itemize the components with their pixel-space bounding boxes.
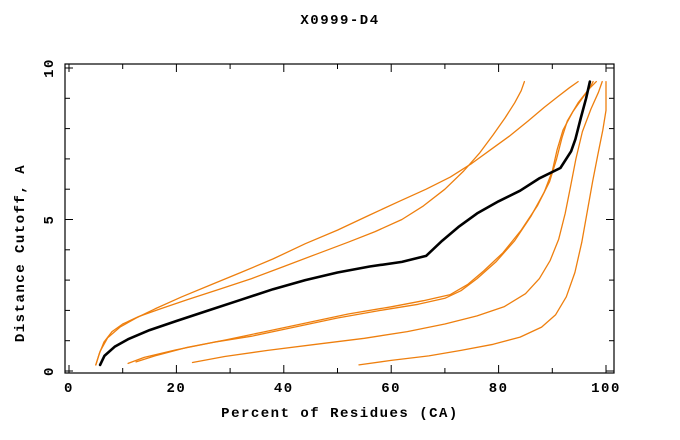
y-axis-label: Distance Cutoff, A	[13, 163, 29, 343]
y-tick-label: 10	[42, 58, 58, 78]
x-tick-label: 40	[274, 381, 294, 397]
curve-model-2	[95, 80, 579, 366]
plot-border	[64, 63, 615, 374]
curve-model-5	[191, 80, 603, 364]
chart-title: X0999-D4	[300, 13, 380, 29]
x-tick-label: 20	[166, 381, 186, 397]
curve-highlighted-model	[98, 80, 592, 367]
curve-model-3	[127, 80, 594, 365]
y-tick-label: 0	[42, 366, 58, 376]
curve-model-4	[135, 80, 597, 363]
y-tick-label: 5	[42, 215, 58, 225]
x-tick-label: 100	[591, 381, 621, 397]
x-tick-label: 80	[489, 381, 509, 397]
curve-model-1	[95, 80, 526, 366]
x-axis-label: Percent of Residues (CA)	[221, 406, 459, 422]
x-tick-label: 0	[64, 381, 74, 397]
x-tick-label: 60	[381, 381, 401, 397]
curve-model-6	[358, 80, 607, 366]
